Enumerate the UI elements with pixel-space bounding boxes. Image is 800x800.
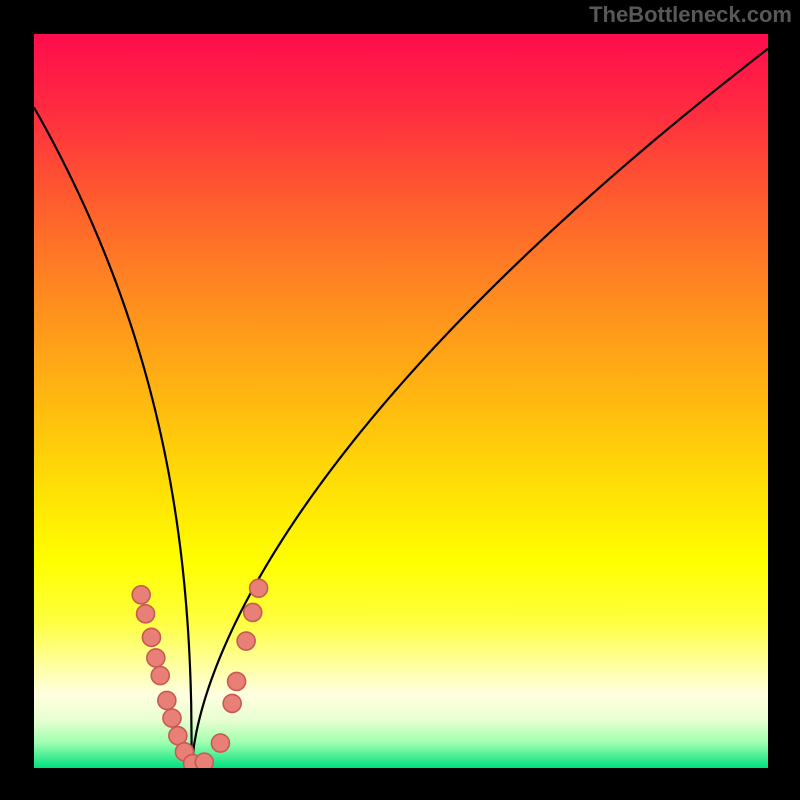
data-marker — [195, 753, 213, 768]
data-marker — [142, 628, 160, 646]
data-marker — [223, 694, 241, 712]
data-marker — [244, 603, 262, 621]
gradient-background — [34, 34, 768, 768]
data-marker — [132, 586, 150, 604]
data-marker — [228, 672, 246, 690]
watermark-text: TheBottleneck.com — [589, 2, 792, 28]
plot-area — [34, 34, 768, 768]
data-marker — [147, 649, 165, 667]
data-marker — [211, 734, 229, 752]
chart-svg — [34, 34, 768, 768]
data-marker — [237, 632, 255, 650]
data-marker — [151, 667, 169, 685]
chart-outer-frame: TheBottleneck.com — [0, 0, 800, 800]
data-marker — [250, 579, 268, 597]
data-marker — [158, 691, 176, 709]
data-marker — [163, 709, 181, 727]
data-marker — [137, 605, 155, 623]
data-marker — [169, 727, 187, 745]
